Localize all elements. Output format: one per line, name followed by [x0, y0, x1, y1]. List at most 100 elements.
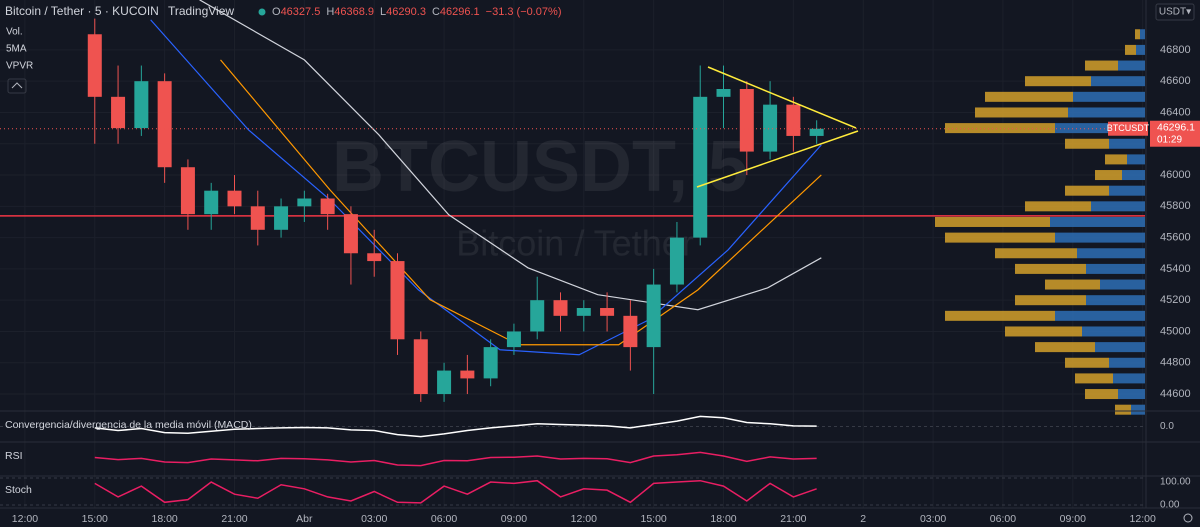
collapse-button[interactable] [7, 78, 27, 94]
candle-body [623, 315, 638, 348]
ohlc-key: H [326, 6, 334, 18]
candle-body [204, 190, 219, 215]
vp-up [1109, 185, 1145, 196]
candle-body [180, 167, 195, 215]
ohlc-key: O [272, 6, 281, 18]
candle-body [111, 96, 126, 129]
y-tick-label: 46600 [1160, 75, 1191, 87]
ohlc-value: 46290.3 [386, 6, 426, 18]
indicator-name: RSI [5, 450, 23, 462]
vp-down [1105, 154, 1127, 165]
x-tick-label: 15:00 [641, 513, 667, 525]
vp-up [1086, 295, 1145, 306]
vp-up [1086, 263, 1145, 274]
y-tick-label: 46800 [1160, 44, 1191, 56]
change: −31.3 (−0.07%) [486, 6, 562, 18]
ohlc-key: L [380, 6, 386, 18]
vp-up [1131, 404, 1145, 415]
vp-down [935, 216, 1050, 227]
vp-up [1095, 342, 1145, 353]
y-tick-label: 45400 [1160, 263, 1191, 275]
vp-up [1127, 154, 1145, 165]
indicator-line [94, 415, 817, 438]
indicator-legend: Vol. 5MA VPVR [6, 27, 33, 72]
y-tick-label: 45000 [1160, 325, 1191, 337]
vp-down [945, 310, 1055, 321]
legend-item: VPVR [6, 61, 33, 72]
candle-body [809, 128, 824, 136]
y-tick-label: 45600 [1160, 232, 1191, 244]
candle-body [157, 81, 172, 168]
brand: TradingView [168, 4, 234, 18]
pane-tick-label: 0.0 [1160, 421, 1174, 432]
currency-button[interactable] [1155, 3, 1195, 21]
y-tick-label: 46400 [1160, 106, 1191, 118]
vp-down [1005, 326, 1082, 337]
legend-item: 5MA [6, 44, 27, 55]
vp-up [1091, 76, 1145, 87]
currency[interactable]: USDT▾ [1159, 7, 1191, 18]
moving-average [150, 19, 822, 356]
x-tick-label: 12:00 [12, 513, 38, 525]
candle-body [437, 370, 452, 395]
vp-up [1055, 123, 1145, 134]
candle-body [669, 237, 684, 285]
price-tag: 46296.1 [1157, 122, 1195, 134]
ohlc-legend: O46327.5 H46368.9 L46290.3 C46296.1 −31.3 (−… [272, 6, 562, 18]
candle-body [460, 370, 475, 379]
vp-down [1065, 357, 1109, 368]
vp-down [1025, 201, 1091, 212]
x-tick-label: 2 [860, 513, 866, 525]
vp-down [1065, 138, 1109, 149]
vp-down [1085, 389, 1118, 400]
candle-body [413, 339, 428, 395]
candle-body [506, 331, 521, 348]
candle-body [250, 206, 265, 230]
x-tick-label: 12:00 [1130, 513, 1156, 525]
candle-body [646, 284, 661, 348]
x-tick-label: 18:00 [151, 513, 177, 525]
vp-down [945, 232, 1055, 243]
vp-down [995, 248, 1077, 259]
candle-body [274, 206, 289, 230]
candle-body [87, 34, 102, 97]
ohlc-key: C [432, 6, 440, 18]
vp-down [1095, 170, 1122, 181]
vp-down [975, 107, 1068, 118]
collapse-icon [11, 82, 23, 89]
vp-down [1125, 44, 1136, 55]
y-tick-label: 45200 [1160, 294, 1191, 306]
x-tick-label: 21:00 [780, 513, 806, 525]
vp-down [1085, 60, 1118, 71]
candle-body [739, 89, 754, 152]
indicator-name: Stoch [5, 484, 32, 496]
vp-down [985, 91, 1073, 102]
vp-up [1136, 44, 1145, 55]
vp-down [1015, 295, 1086, 306]
settings-icon[interactable] [1183, 513, 1193, 523]
x-tick-label: 06:00 [431, 513, 457, 525]
vp-up [1055, 310, 1145, 321]
candle-body [390, 261, 405, 340]
candle-body [297, 198, 312, 207]
candle-body [553, 300, 568, 316]
vp-up [1091, 201, 1145, 212]
y-tick-label: 45800 [1160, 200, 1191, 212]
ohlc-value: 46296.1 [440, 6, 480, 18]
status-dot [258, 8, 266, 16]
x-tick-label: 06:00 [990, 513, 1016, 525]
vp-up [1082, 326, 1145, 337]
candle-body [134, 81, 149, 129]
price-tag-bg [1150, 120, 1200, 147]
symbol-title: Bitcoin / Tether · 5 · KUCOIN [5, 4, 159, 18]
vp-down [1115, 404, 1131, 415]
y-tick-label: 44600 [1160, 388, 1191, 400]
vp-up [1113, 373, 1145, 384]
candle-body [367, 253, 382, 262]
ohlc-value: 46368.9 [334, 6, 374, 18]
vp-up [1109, 138, 1145, 149]
vp-up [1077, 248, 1145, 259]
vp-up [1068, 107, 1145, 118]
